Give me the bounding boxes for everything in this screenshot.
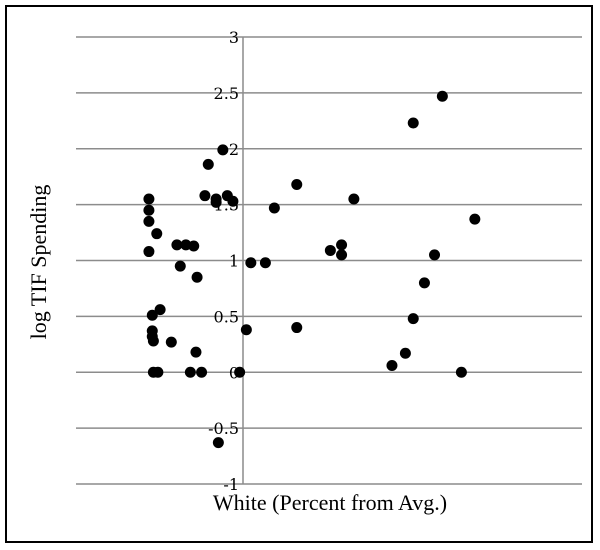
y-tick-label: 1 bbox=[229, 252, 239, 271]
data-point bbox=[202, 158, 214, 170]
data-point bbox=[240, 324, 252, 336]
data-point bbox=[348, 193, 360, 205]
chart-frame bbox=[5, 5, 593, 543]
data-point bbox=[143, 193, 155, 205]
data-point bbox=[196, 366, 208, 378]
data-point bbox=[184, 366, 196, 378]
gridlines bbox=[76, 36, 582, 485]
y-tick-label: 0 bbox=[229, 363, 239, 382]
data-point bbox=[190, 346, 202, 358]
y-tick-label: -1 bbox=[223, 475, 239, 494]
data-points bbox=[143, 90, 481, 449]
data-point bbox=[143, 215, 155, 227]
data-point bbox=[418, 277, 430, 289]
data-point bbox=[291, 322, 303, 334]
data-point bbox=[324, 244, 336, 256]
data-point bbox=[407, 313, 419, 325]
data-point bbox=[399, 347, 411, 359]
data-point bbox=[469, 213, 481, 225]
data-point bbox=[212, 437, 224, 449]
data-point bbox=[407, 117, 419, 129]
y-axis-title: log TIF Spending bbox=[26, 185, 51, 340]
data-point bbox=[210, 193, 222, 205]
y-tick-label: 2.5 bbox=[214, 84, 239, 103]
data-point bbox=[199, 190, 211, 202]
data-point bbox=[174, 260, 186, 272]
x-axis-title: White (Percent from Avg.) bbox=[213, 490, 447, 515]
y-tick-label: 0.5 bbox=[214, 307, 239, 326]
data-point bbox=[336, 239, 348, 251]
data-point bbox=[146, 309, 158, 321]
data-point bbox=[143, 246, 155, 258]
data-point bbox=[217, 144, 229, 156]
data-point bbox=[143, 204, 155, 216]
data-point bbox=[429, 249, 441, 261]
data-point bbox=[191, 271, 203, 283]
data-point bbox=[151, 228, 163, 240]
data-point bbox=[234, 366, 246, 378]
data-point bbox=[165, 336, 177, 348]
data-point bbox=[154, 304, 166, 316]
data-point bbox=[259, 257, 271, 269]
y-tick-label: 3 bbox=[229, 28, 239, 47]
data-point bbox=[291, 179, 303, 191]
data-point bbox=[227, 195, 239, 207]
data-point bbox=[171, 239, 183, 251]
data-point bbox=[386, 360, 398, 372]
y-tick-label: -0.5 bbox=[208, 419, 239, 438]
data-point bbox=[188, 240, 200, 252]
data-point bbox=[147, 335, 159, 347]
data-point bbox=[436, 90, 448, 102]
data-point bbox=[455, 366, 467, 378]
data-point bbox=[245, 257, 257, 269]
data-point bbox=[152, 366, 164, 378]
data-point bbox=[336, 249, 348, 261]
data-point bbox=[268, 202, 280, 214]
y-tick-label: 2 bbox=[229, 140, 239, 159]
